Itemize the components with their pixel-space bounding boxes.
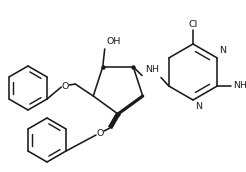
Text: O: O xyxy=(62,82,69,90)
Text: Cl: Cl xyxy=(188,20,198,29)
Text: O: O xyxy=(96,128,104,137)
Text: NH: NH xyxy=(145,66,159,74)
Text: OH: OH xyxy=(107,37,121,46)
Text: N: N xyxy=(219,46,226,55)
Text: NH₂: NH₂ xyxy=(233,82,246,90)
Text: N: N xyxy=(195,102,202,111)
